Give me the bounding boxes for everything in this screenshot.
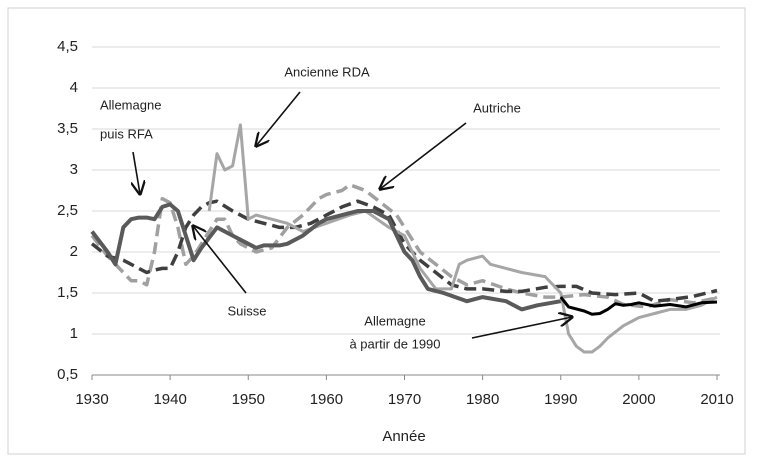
series-line [90, 199, 718, 303]
annotation: Allemagne [100, 97, 161, 112]
annotation: Ancienne RDA [284, 64, 370, 79]
annotation: Allemagne [364, 313, 425, 328]
arrow [380, 122, 467, 189]
series-line [90, 202, 562, 312]
y-tick-label: 0,5 [57, 366, 78, 383]
arrow [471, 317, 572, 339]
series-line [90, 183, 718, 309]
arrow [133, 151, 140, 194]
y-tick-label: 1 [70, 325, 78, 342]
x-tick-label: 1990 [544, 391, 577, 408]
x-tick-label: 1970 [388, 391, 421, 408]
arrows [133, 91, 572, 339]
x-tick-label: 2010 [700, 391, 733, 408]
y-tick-label: 1,5 [57, 284, 78, 301]
x-axis-label: Année [382, 428, 425, 445]
annotation: Autriche [473, 100, 521, 115]
y-tick-label: 4 [70, 79, 78, 96]
x-tick-label: 1930 [75, 391, 108, 408]
y-tick-label: 2,5 [57, 202, 78, 219]
series-line [559, 296, 718, 316]
x-tick-label: 2000 [622, 391, 655, 408]
chart-frame [7, 7, 746, 455]
lines [90, 123, 718, 354]
annotation: à partir de 1990 [349, 336, 440, 351]
x-tick-label: 1960 [310, 391, 343, 408]
arrow [193, 226, 247, 294]
x-tick-label: 1980 [466, 391, 499, 408]
y-tick-label: 3 [70, 161, 78, 178]
x-tick-label: 1940 [153, 391, 186, 408]
arrow [256, 91, 301, 146]
y-tick-label: 4,5 [57, 38, 78, 55]
annotation: Suisse [227, 303, 266, 318]
series-line [207, 123, 718, 354]
y-tick-label: 3,5 [57, 120, 78, 137]
annotation: puis RFA [100, 126, 153, 141]
x-tick-label: 1950 [232, 391, 265, 408]
y-tick-label: 2 [70, 243, 78, 260]
